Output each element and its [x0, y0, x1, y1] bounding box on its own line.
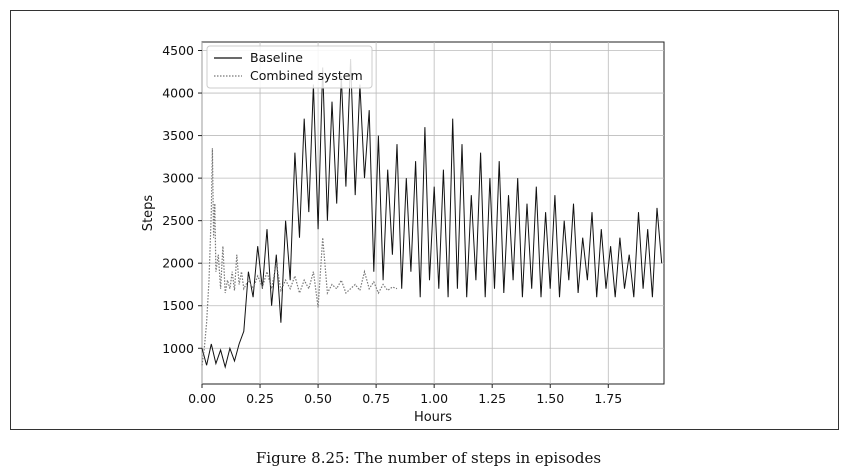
y-tick-label: 4500: [162, 43, 194, 58]
x-tick-label: 0.75: [362, 391, 390, 406]
x-tick-label: 1.75: [594, 391, 622, 406]
x-tick-label: 0.00: [188, 391, 216, 406]
x-tick-label: 1.00: [420, 391, 448, 406]
y-tick-label: 2000: [162, 256, 194, 271]
legend: Baseline Combined system: [206, 45, 373, 89]
y-tick-label: 3500: [162, 128, 194, 143]
plot-area: [201, 41, 665, 385]
grid: [201, 42, 664, 384]
x-axis-ticks: 0.00 0.25 0.50 0.75 1.00 1.25 1.50 1.75: [188, 384, 622, 406]
y-tick-label: 1500: [162, 298, 194, 313]
x-tick-label: 0.50: [304, 391, 332, 406]
series-layer: [201, 58, 663, 369]
figure-frame: [10, 10, 839, 430]
x-axis-label: Hours: [414, 410, 452, 425]
series-line-baseline: [201, 58, 663, 369]
steps-line-chart: 0.00 0.25 0.50 0.75 1.00 1.25 1.50 1.75 1000 150…: [141, 41, 665, 425]
y-tick-label: 4000: [162, 86, 194, 101]
x-tick-label: 1.25: [478, 391, 506, 406]
x-tick-label: 1.50: [536, 391, 564, 406]
y-tick-label: 3000: [162, 171, 194, 186]
series-line-combined-system: [201, 148, 398, 366]
y-axis-label: Steps: [141, 195, 156, 232]
y-tick-label: 2500: [162, 213, 194, 228]
legend-label-combined-system: Combined system: [250, 68, 363, 83]
y-tick-label: 1000: [162, 341, 194, 356]
figure-caption: Figure 8.25: The number of steps in epis…: [255, 449, 602, 467]
y-axis-ticks: 1000 1500 2000 2500 3000 3500 4000 4500: [162, 43, 202, 356]
legend-box: [206, 45, 373, 89]
legend-label-baseline: Baseline: [250, 50, 303, 65]
x-tick-label: 0.25: [246, 391, 274, 406]
